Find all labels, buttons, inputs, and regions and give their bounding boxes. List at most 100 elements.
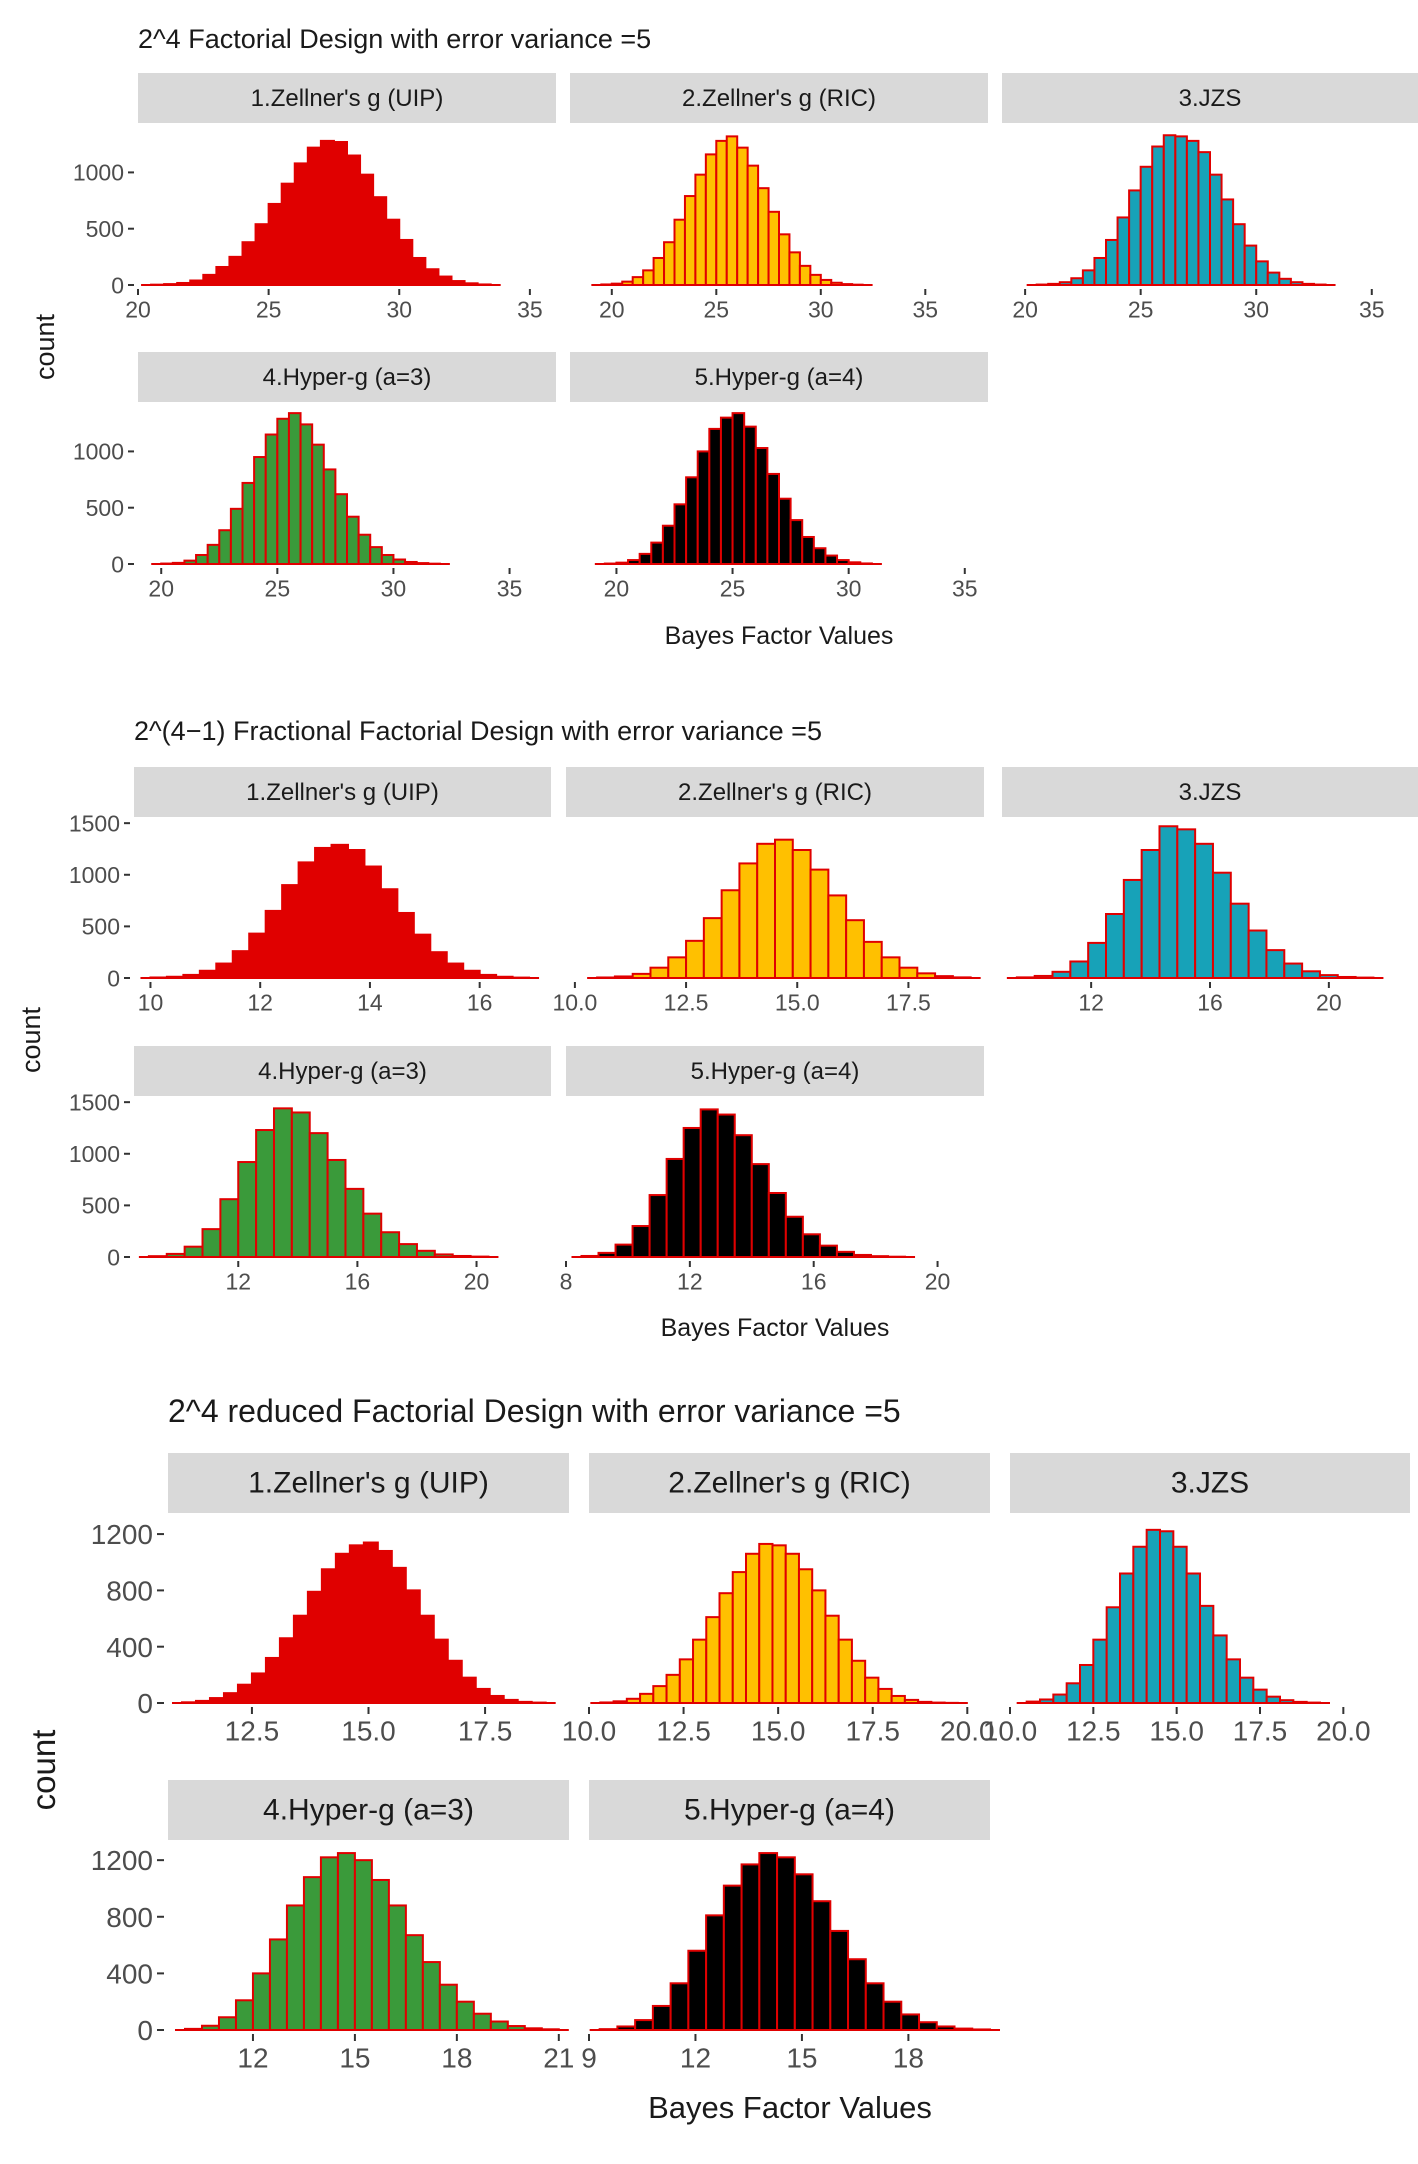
histogram-bar (745, 1552, 761, 1705)
histogram-bar (237, 1161, 258, 1259)
histogram-bar (663, 241, 676, 287)
histogram-bar (488, 1694, 505, 1704)
histogram-bar (746, 164, 760, 286)
histogram-bar (362, 1212, 383, 1259)
histogram-bar (631, 1225, 651, 1259)
facet-panel: 5.Hyper-g (a=4) 20 25 30 35 (570, 352, 988, 601)
histogram-bar (824, 554, 839, 565)
histogram-bar (229, 507, 244, 565)
y-tick-label: 500 (86, 216, 124, 242)
histogram-bar (222, 1692, 239, 1705)
histogram-bar (438, 1983, 458, 2031)
histogram-bar (918, 2021, 938, 2031)
histogram-bar (344, 1187, 365, 1258)
histogram-bar (767, 210, 780, 286)
x-tick-label: 12 (237, 2042, 268, 2073)
histogram-bar (392, 558, 407, 565)
x-tick-label: 10.0 (983, 1715, 1038, 1746)
figure-block-2: 2^(4−1) Fractional Factorial Design with… (16, 716, 889, 1342)
histogram-bar (801, 535, 815, 565)
x-tick-label: 25 (1128, 296, 1154, 322)
histogram-bar (669, 1982, 690, 2032)
histogram-bar (685, 939, 705, 980)
histogram-bar (898, 966, 919, 979)
facet-strip (566, 767, 984, 817)
histogram-bar (935, 2025, 956, 2031)
histogram-bar (699, 1108, 719, 1259)
histogram-bar (198, 969, 218, 980)
histogram-bar (627, 559, 641, 565)
facet-strip (138, 73, 556, 123)
histogram-bar (182, 973, 201, 980)
x-tick-label: 25 (256, 296, 282, 322)
facet-strip-label: 4.Hyper-g (a=3) (263, 364, 432, 391)
y-tick-label: 400 (106, 1958, 153, 1989)
histogram-bar (859, 562, 873, 566)
histogram-bar (319, 1856, 339, 2031)
histogram-bar (1185, 139, 1200, 286)
histogram-bar (387, 1904, 407, 2031)
histogram-bar (877, 1687, 893, 1705)
histogram-bar (1172, 1545, 1188, 1704)
histogram-bar (306, 146, 322, 286)
histogram-bar (1211, 871, 1232, 980)
histogram-bar (705, 1616, 721, 1705)
histogram-bar (864, 1982, 885, 2032)
histogram-bar (474, 1687, 491, 1705)
facet-strip-label: 2.Zellner's g (RIC) (678, 779, 872, 806)
histogram-bar (809, 868, 830, 979)
facet-strip-label: 2.Zellner's g (RIC) (668, 1467, 910, 1500)
x-tick-label: 15.0 (341, 1715, 396, 1746)
histogram-bar (462, 969, 481, 980)
histogram-bar (625, 1697, 642, 1705)
histogram-bar (268, 1938, 288, 2032)
histogram-bar (903, 1698, 920, 1705)
histogram-bar (255, 1129, 275, 1259)
histogram-bar (314, 846, 333, 979)
facet-strip (570, 352, 988, 402)
histogram-bar (1047, 282, 1061, 286)
histogram-bar (183, 2027, 203, 2031)
histogram-bar (692, 1638, 708, 1705)
histogram-bar (733, 1134, 753, 1258)
facet-panel: 5.Hyper-g (a=4) 9 12 15 18 (581, 1780, 1000, 2073)
x-tick-label: 17.5 (845, 1715, 900, 1746)
histogram-bar (1081, 269, 1096, 286)
x-tick-label: 15.0 (1149, 1715, 1204, 1746)
histogram-bar (398, 1243, 418, 1258)
histogram-bar (1318, 974, 1339, 979)
histogram-bar (424, 268, 440, 286)
histogram-bar (696, 450, 711, 565)
histogram-bar (540, 2028, 560, 2032)
histogram-bar (953, 2027, 974, 2031)
histogram-bar (725, 135, 739, 286)
x-tick-label: 20 (925, 1268, 951, 1294)
histogram-bar (638, 552, 653, 565)
histogram-bar (840, 283, 854, 287)
histogram-bar (311, 443, 325, 565)
histogram-bar (1079, 1663, 1095, 1704)
histogram-bar (418, 1614, 435, 1704)
histogram-bar (835, 1250, 855, 1258)
histogram-bar (683, 195, 697, 286)
histogram-bar (722, 1884, 743, 2031)
histogram-bar (704, 153, 718, 286)
histogram-bar (293, 162, 309, 286)
histogram-bar (292, 1614, 309, 1704)
histogram-bar (750, 1163, 770, 1258)
histogram-bar (830, 281, 843, 286)
histogram-bar (1279, 1699, 1295, 1705)
histogram-bar (463, 282, 479, 286)
x-tick-label: 35 (913, 296, 939, 322)
facet-strip (589, 1780, 990, 1840)
histogram-bar (1158, 825, 1179, 980)
histogram-bar (827, 894, 848, 979)
histogram-bar (1266, 271, 1281, 286)
histogram-bar (433, 1253, 454, 1259)
histogram-bar (516, 1700, 533, 1704)
histogram-bar (362, 1541, 379, 1705)
histogram-bar (880, 956, 901, 979)
histogram-bar (864, 1676, 880, 1705)
histogram-bar (1139, 165, 1154, 286)
x-tick-label: 17.5 (886, 989, 931, 1015)
